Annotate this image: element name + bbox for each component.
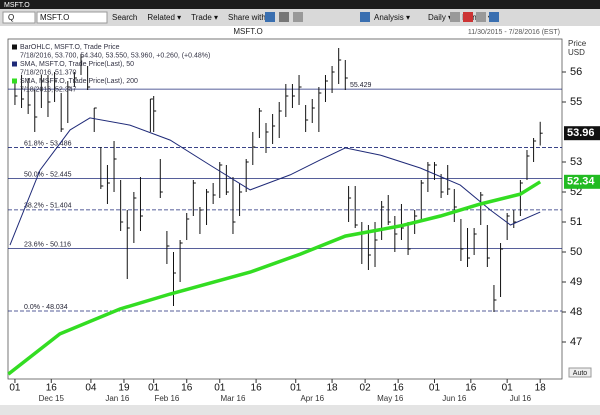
plot-frame [7,38,563,380]
legend-text: 7/18/2016, 51.370 [20,69,77,76]
x-tick-label: 16 [181,383,193,394]
price-label: 52.34 [567,176,595,188]
retracement-label: 0.0% - 48.034 [24,304,68,311]
x-tick-label: 01 [429,383,441,394]
y-tick-label: 53 [570,156,582,168]
y-tick-label: 55 [570,96,582,108]
legend-swatch [12,61,17,67]
sma-line [9,117,541,246]
x-tick-label: 01 [214,383,226,394]
x-tick-label: 01 [290,383,302,394]
y-tick-label: 51 [570,216,582,228]
y-tick-label: 47 [570,336,582,348]
month-label: Feb 16 [154,394,179,403]
price-label-box [564,174,600,189]
toolbar-button[interactable]: Related ▾ [147,13,181,22]
window-title: MSFT.O [4,2,30,9]
toolbar-button[interactable]: Daily ▾ [428,13,452,22]
date-range: 11/30/2015 - 7/28/2016 (EST) [468,29,560,36]
ric-prefix[interactable]: Q [8,13,14,22]
scrollbar[interactable] [0,405,600,415]
legend-text: 7/18/2016, 53.700, 54.340, 53.550, 53.96… [20,52,210,59]
legend-text: BarOHLC, MSFT.O, Trade Price [20,44,120,51]
y-tick-label: 48 [570,306,582,318]
tool-icon[interactable] [293,12,303,22]
y-tick-label: 50 [570,246,582,258]
tool-icon[interactable] [279,12,289,22]
y-axis-title: Price [568,39,587,48]
legend-swatch [12,44,17,50]
y-tick-label: 49 [570,276,582,288]
retracement-label: 23.6% - 50.116 [24,241,71,248]
x-tick-label: 16 [393,383,405,394]
tool-icon[interactable] [489,12,499,22]
month-label: Apr 16 [300,394,324,403]
x-tick-label: 01 [9,383,21,394]
tool-icon[interactable] [360,12,370,22]
month-label: Jun 16 [442,394,467,403]
price-label: 53.96 [567,127,595,139]
x-tick-label: 04 [85,383,97,394]
toolbar-button[interactable]: Trade ▾ [191,13,218,22]
month-label: Jul 16 [510,394,532,403]
retracement-label: 61.8% - 53.486 [24,140,72,147]
x-tick-label: 01 [148,383,160,394]
ric-input[interactable] [36,11,108,24]
tool-icon[interactable] [450,12,460,22]
y-tick-label: 52 [570,186,582,198]
x-tick-label: 16 [46,383,58,394]
x-tick-label: 02 [360,383,372,394]
chart-title: MSFT.O [233,27,262,36]
ric-prefix-box[interactable] [2,11,36,24]
x-tick-label: 19 [118,383,130,394]
month-label: Jan 16 [105,394,130,403]
month-label: Mar 16 [221,394,246,403]
ric-text[interactable]: MSFT.O [40,13,69,22]
x-tick-label: 18 [535,383,547,394]
title-bar [0,0,600,9]
tool-icon[interactable] [476,12,486,22]
sma-line [7,180,542,376]
retracement-label: 38.2% - 51.404 [24,203,72,210]
x-tick-label: 01 [502,383,514,394]
toolbar-button[interactable]: Search [112,13,137,22]
auto-label[interactable]: Auto [573,370,588,377]
tool-icon[interactable] [463,12,473,22]
toolbar-button[interactable]: Share with... [228,13,272,22]
legend-text: 7/18/2016, 52.347 [20,86,77,93]
auto-button[interactable] [568,367,592,378]
x-tick-label: 16 [251,383,263,394]
currency: USD [568,48,585,57]
month-label: Dec 15 [39,394,65,403]
retracement-label: 50.0% - 52.445 [24,171,72,178]
legend-text: SMA, MSFT.O, Trade Price(Last), 200 [20,78,138,85]
month-label: May 16 [377,394,404,403]
legend-swatch [12,78,17,84]
y-tick-label: 56 [570,66,582,78]
legend-text: SMA, MSFT.O, Trade Price(Last), 50 [20,61,134,68]
price-label-box [564,126,600,141]
x-tick-label: 18 [327,383,339,394]
tool-icon[interactable] [265,12,275,22]
retracement-label: 55.429 [350,82,372,89]
x-tick-label: 16 [465,383,477,394]
toolbar-button[interactable]: Analysis ▾ [374,13,410,22]
